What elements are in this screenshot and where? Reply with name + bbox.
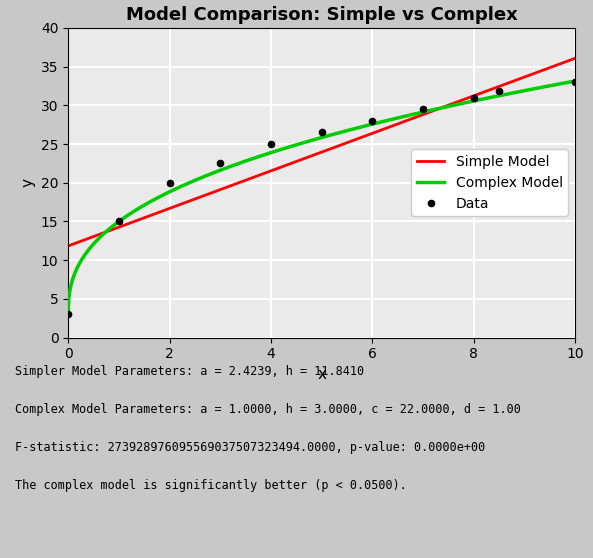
Data [115,218,123,225]
Data [65,311,72,318]
Data [572,79,579,85]
Line: Complex Model: Complex Model [68,81,575,314]
X-axis label: x: x [317,367,326,382]
Line: Data: Data [62,76,582,321]
Title: Model Comparison: Simple vs Complex: Model Comparison: Simple vs Complex [126,6,518,23]
Complex Model [65,310,72,317]
Data [420,106,427,113]
Simple Model [469,93,476,99]
Complex Model [469,98,476,104]
Y-axis label: y: y [20,178,36,187]
Simple Model [288,160,295,167]
Complex Model [572,78,579,84]
Data [217,160,224,167]
Data [166,180,173,186]
Simple Model [65,243,72,249]
Complex Model [413,110,420,117]
Line: Simple Model: Simple Model [68,58,575,246]
Simple Model [116,223,123,230]
Complex Model [288,143,295,150]
Legend: Simple Model, Complex Model, Data: Simple Model, Complex Model, Data [411,149,568,217]
Complex Model [116,217,123,224]
Simple Model [460,96,467,103]
Simple Model [572,55,579,61]
Text: The complex model is significantly better (p < 0.0500).: The complex model is significantly bette… [15,479,407,492]
Text: Simpler Model Parameters: a = 2.4239, h = 11.8410: Simpler Model Parameters: a = 2.4239, h … [15,365,364,378]
Text: Complex Model Parameters: a = 1.0000, h = 3.0000, c = 22.0000, d = 1.00: Complex Model Parameters: a = 1.0000, h … [15,403,521,416]
Data [267,141,275,147]
Text: F-statistic: 273928976095569037507323494.0000, p-value: 0.0000e+00: F-statistic: 273928976095569037507323494… [15,441,485,454]
Data [496,88,503,95]
Simple Model [413,114,420,121]
Complex Model [270,148,277,155]
Simple Model [270,167,277,174]
Complex Model [460,100,467,107]
Data [470,94,477,101]
Data [318,129,326,136]
Data [369,117,376,124]
